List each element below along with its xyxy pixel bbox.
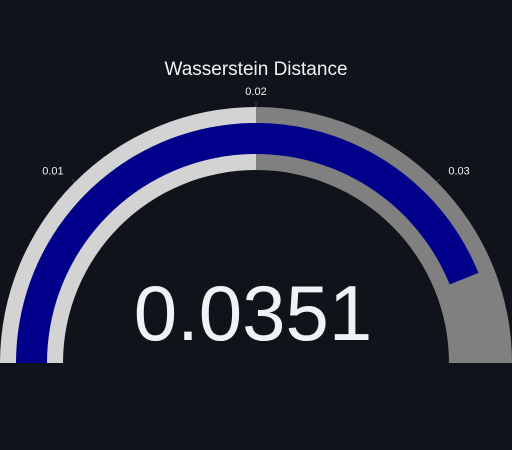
gauge-value: 0.0351 — [134, 269, 373, 357]
gauge-ticks: 0.01 0.02 0.03 — [42, 86, 470, 183]
gauge-step-0 — [0, 107, 256, 363]
gauge-value-bar — [16, 122, 479, 363]
gauge-tick-label-0: 0.01 — [42, 166, 63, 178]
gauge-steps — [0, 107, 512, 363]
gauge-tick-label-2: 0.03 — [448, 166, 469, 178]
gauge-bar-group — [16, 122, 479, 363]
gauge-step-1 — [256, 107, 512, 363]
gauge-tick-mark-0 — [71, 178, 76, 183]
chart-title: Wasserstein Distance — [164, 59, 347, 80]
gauge-tick-label-1: 0.02 — [245, 86, 266, 98]
gauge-tick-mark-2 — [436, 178, 441, 183]
